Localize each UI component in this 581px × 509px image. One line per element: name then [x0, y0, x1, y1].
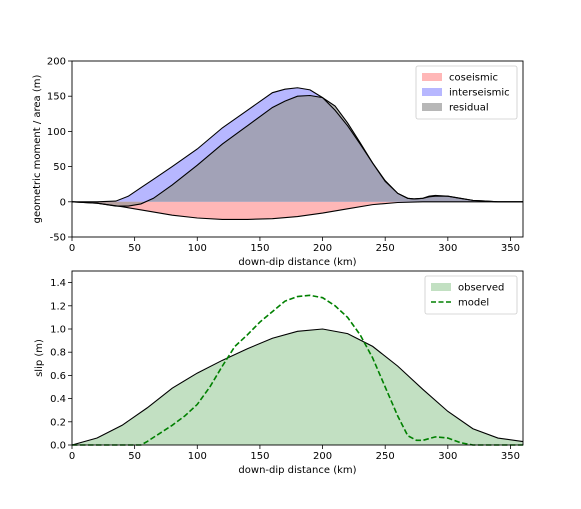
- series-area-residual: [72, 95, 523, 207]
- y-tick-label: 0.4: [50, 394, 66, 405]
- x-tick-label: 350: [501, 243, 520, 254]
- x-tick-label: 250: [376, 243, 395, 254]
- legend-swatch-observed: [431, 283, 451, 291]
- y-axis-label: geometric moment / area (m): [32, 75, 43, 224]
- axes-frame: [71, 60, 524, 238]
- x-tick-label: 200: [313, 243, 332, 254]
- series-line-model: [72, 294, 523, 446]
- y-tick-label: 0: [60, 197, 66, 208]
- x-tick-label: 150: [250, 451, 269, 462]
- x-tick-label: 50: [128, 243, 141, 254]
- x-tick-label: 100: [188, 243, 207, 254]
- y-tick-label: 1.2: [50, 301, 66, 312]
- legend-label-observed: observed: [458, 283, 504, 294]
- legend-label-interseismic: interseismic: [449, 88, 510, 99]
- y-tick-label: 0.2: [50, 417, 66, 428]
- legend-swatch-coseismic: [422, 73, 442, 81]
- x-tick-label: 250: [376, 451, 395, 462]
- x-tick-label: 100: [188, 451, 207, 462]
- y-tick-label: 0.0: [50, 441, 66, 452]
- legend-swatch-residual: [422, 103, 442, 111]
- x-tick-label: 50: [128, 451, 141, 462]
- y-tick-label: 1.4: [50, 278, 66, 289]
- y-tick-label: -50: [50, 233, 66, 244]
- legend: observed model: [424, 275, 518, 315]
- x-tick-label: 150: [250, 243, 269, 254]
- x-tick-label: 200: [313, 451, 332, 462]
- series-area-observed: [72, 329, 523, 445]
- chart-panel-1: 0 50 100 150 200 250 300 350-50050100150200down…: [32, 57, 524, 268]
- axes-frame: [71, 270, 524, 446]
- chart-panel-2: 0 50 100 150 200 250 300 350 0.0 0.2 0.4 0.6 0.8 1.0 1…: [34, 270, 524, 476]
- y-tick-label: 200: [47, 57, 66, 68]
- y-tick-label: 0.8: [50, 348, 66, 359]
- y-tick-label: 0.6: [50, 371, 66, 382]
- x-axis-label: down-dip distance (km): [238, 257, 356, 268]
- x-tick-label: 0: [69, 451, 75, 462]
- legend-label-model: model: [458, 298, 489, 309]
- series-area-coseismic: [72, 201, 523, 220]
- y-axis-label: slip (m): [34, 339, 45, 377]
- series-line-residual: [71, 94, 523, 207]
- y-tick-label: 50: [53, 162, 66, 173]
- y-tick-label: 100: [47, 127, 66, 138]
- x-axis-label: down-dip distance (km): [238, 465, 356, 476]
- legend: coseismic interseismic residual: [415, 65, 518, 120]
- series-line-observed: [71, 328, 524, 446]
- x-tick-label: 300: [438, 451, 457, 462]
- x-tick-label: 300: [438, 243, 457, 254]
- legend-label-residual: residual: [449, 103, 489, 114]
- legend-label-coseismic: coseismic: [449, 73, 498, 84]
- y-tick-label: 150: [47, 92, 66, 103]
- legend-swatch-interseismic: [422, 88, 442, 96]
- x-tick-label: 0: [69, 243, 75, 254]
- x-tick-label: 350: [501, 451, 520, 462]
- series-line-coseismic: [71, 201, 523, 220]
- y-tick-label: 1.0: [50, 325, 66, 336]
